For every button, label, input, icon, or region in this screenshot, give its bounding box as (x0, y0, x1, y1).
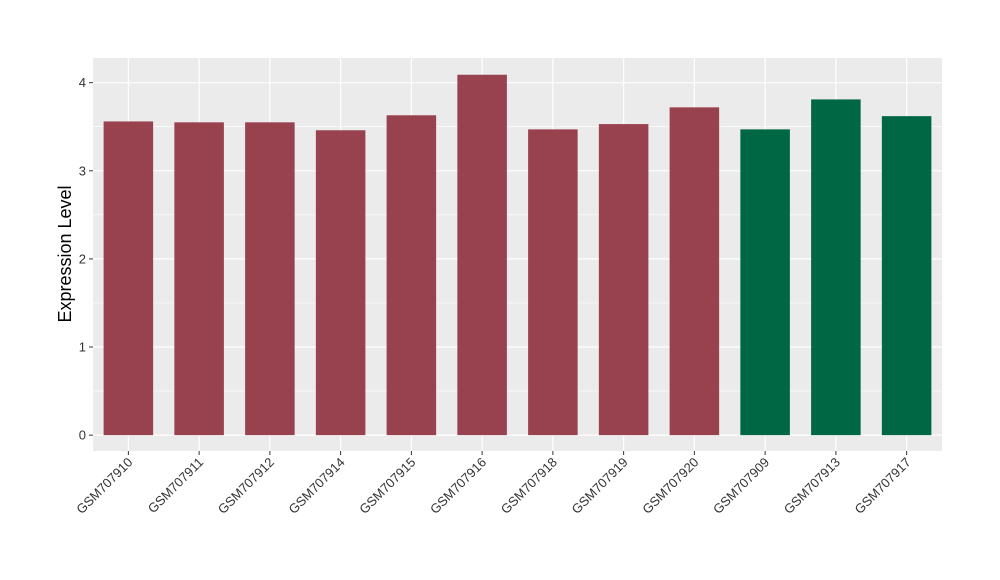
x-tick-label: GSM707911 (145, 455, 207, 517)
minor-gridlines (93, 126, 942, 392)
y-tick-label: 2 (79, 251, 86, 266)
y-axis-title: Expression Level (55, 185, 75, 322)
y-axis: 0 1 2 3 4 (79, 75, 93, 443)
bar-gsm707916 (457, 74, 507, 436)
x-tick-label: GSM707918 (498, 455, 560, 517)
x-tick-label: GSM707914 (286, 455, 348, 517)
y-tick-label: 3 (79, 163, 86, 178)
panel-background (93, 58, 942, 451)
bar-gsm707917 (881, 116, 932, 436)
x-tick-label: GSM707915 (356, 455, 418, 517)
y-tick-label: 1 (79, 340, 86, 355)
bar-gsm707914 (315, 130, 366, 436)
x-axis: GSM707910 GSM707911 GSM707912 GSM707914 GSM7… (73, 451, 914, 517)
bar-gsm707919 (598, 124, 649, 436)
x-tick-label: GSM707917 (852, 455, 914, 517)
bar-gsm707912 (245, 122, 295, 436)
x-tick-label: GSM707912 (215, 455, 277, 517)
x-tick-label: GSM707910 (73, 455, 135, 517)
x-tick-label: GSM707909 (710, 455, 772, 517)
x-tick-label: GSM707916 (427, 455, 489, 517)
x-tick-label: GSM707919 (569, 455, 631, 517)
x-tick-label: GSM707920 (639, 455, 701, 517)
bar-gsm707918 (528, 129, 578, 436)
y-tick-label: 0 (79, 428, 86, 443)
bar-gsm707920 (669, 107, 720, 436)
y-tick-label: 4 (79, 75, 86, 90)
bar-gsm707911 (174, 122, 224, 436)
x-tick-label: GSM707913 (781, 455, 843, 517)
bar-gsm707910 (103, 121, 154, 436)
bar-gsm707909 (740, 129, 790, 436)
bar-gsm707915 (386, 115, 437, 436)
bars (103, 74, 932, 436)
bar-gsm707913 (811, 99, 861, 436)
